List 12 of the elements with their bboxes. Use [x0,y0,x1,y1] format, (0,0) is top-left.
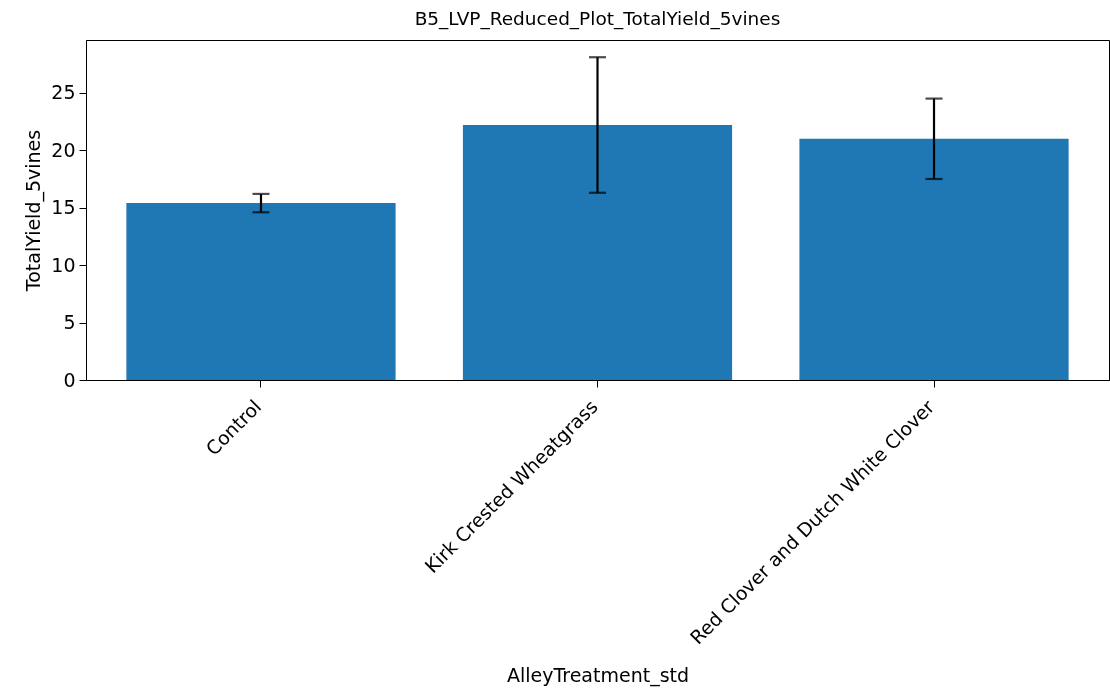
bar [799,138,1069,380]
y-axis-title: TotalYield_5vines [22,129,46,293]
y-tick-label: 10 [51,253,76,276]
y-tick-label: 5 [63,311,76,334]
y-tick-label: 15 [51,196,76,219]
y-tick-label: 0 [63,368,76,391]
y-tick-label: 20 [51,138,76,161]
y-tick-label: 25 [51,81,76,104]
chart-title: B5_LVP_Reduced_Plot_TotalYield_5vines [414,7,781,30]
bar [462,125,733,380]
bar [126,203,396,380]
x-axis-title: AlleyTreatment_std [506,663,690,687]
